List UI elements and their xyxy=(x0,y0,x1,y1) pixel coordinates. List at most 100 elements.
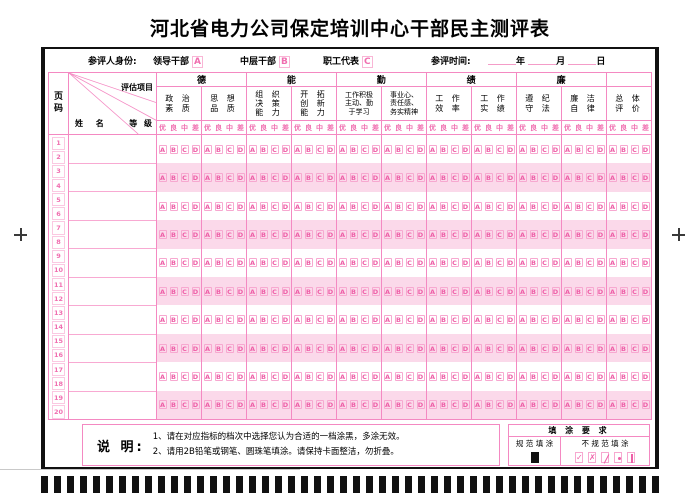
bubble-cell[interactable]: C xyxy=(224,277,235,305)
bubble-cell[interactable]: C xyxy=(449,277,460,305)
identity-option-middle-code[interactable]: B xyxy=(279,56,290,68)
answer-bubble[interactable]: D xyxy=(371,201,380,211)
answer-bubble[interactable]: B xyxy=(169,229,178,239)
bubble-cell[interactable]: C xyxy=(629,163,640,191)
bubble-cell[interactable]: C xyxy=(179,391,190,419)
bubble-cell[interactable]: D xyxy=(370,362,381,390)
bubble-cell[interactable]: C xyxy=(359,192,370,220)
page-code-bubbles[interactable]: 1 2 3 4 5 6 7 8 9 10 11 12 13 14 15 16 17 18 19 20 xyxy=(49,135,68,419)
answer-bubble[interactable]: B xyxy=(529,400,538,410)
answer-bubble[interactable]: B xyxy=(304,173,313,183)
answer-bubble[interactable]: A xyxy=(383,173,392,183)
answer-bubble[interactable]: D xyxy=(551,286,560,296)
bubble-cell[interactable]: B xyxy=(573,277,584,305)
bubble-cell[interactable]: B xyxy=(213,277,224,305)
bubble-cell[interactable]: B xyxy=(303,391,314,419)
bubble-cell[interactable]: A xyxy=(472,135,483,163)
answer-bubble[interactable]: D xyxy=(596,201,605,211)
bubble-cell[interactable]: D xyxy=(325,305,336,333)
bubble-cell[interactable]: B xyxy=(393,192,404,220)
bubble-cell[interactable]: B xyxy=(528,277,539,305)
answer-bubble[interactable]: A xyxy=(293,201,302,211)
bubble-cell[interactable]: C xyxy=(269,163,280,191)
bubble-cell[interactable]: C xyxy=(494,135,505,163)
answer-bubble[interactable]: C xyxy=(180,173,189,183)
bubble-cell[interactable]: C xyxy=(269,192,280,220)
answer-bubble[interactable]: B xyxy=(574,144,583,154)
bubble-cell[interactable]: D xyxy=(505,391,516,419)
answer-bubble[interactable]: D xyxy=(641,173,650,183)
answer-bubble[interactable]: A xyxy=(608,229,617,239)
answer-bubble[interactable]: C xyxy=(540,173,549,183)
identity-option-middle[interactable]: 中层干部 B xyxy=(240,54,290,68)
bubble-cell[interactable]: B xyxy=(258,249,269,277)
answer-bubble[interactable]: C xyxy=(630,229,639,239)
bubble-cell[interactable]: A xyxy=(517,305,528,333)
bubble-cell[interactable]: A xyxy=(157,277,168,305)
answer-bubble[interactable]: D xyxy=(551,201,560,211)
bubble-cell[interactable]: B xyxy=(438,192,449,220)
answer-bubble[interactable]: D xyxy=(641,400,650,410)
bubble-cell[interactable]: D xyxy=(325,362,336,390)
answer-bubble[interactable]: B xyxy=(574,400,583,410)
bubble-cell[interactable]: A xyxy=(562,334,573,362)
answer-bubble[interactable]: D xyxy=(551,371,560,381)
bubble-cell[interactable]: D xyxy=(595,362,606,390)
bubble-cell[interactable]: D xyxy=(190,334,201,362)
bubble-cell[interactable]: A xyxy=(517,192,528,220)
page-code-bubble[interactable]: 17 xyxy=(52,363,65,377)
answer-bubble[interactable]: A xyxy=(518,343,527,353)
bubble-cell[interactable]: A xyxy=(427,334,438,362)
answer-bubble[interactable]: A xyxy=(383,286,392,296)
bubble-cell[interactable]: C xyxy=(449,135,460,163)
page-code-bubble[interactable]: 13 xyxy=(52,306,65,320)
bubble-cell[interactable]: A xyxy=(517,163,528,191)
answer-bubble[interactable]: B xyxy=(529,371,538,381)
bubble-cell[interactable]: B xyxy=(303,192,314,220)
answer-bubble[interactable]: B xyxy=(259,229,268,239)
bubble-cell[interactable]: B xyxy=(528,249,539,277)
answer-bubble[interactable]: B xyxy=(394,201,403,211)
page-code-bubble[interactable]: 18 xyxy=(52,377,65,391)
answer-bubble[interactable]: B xyxy=(214,173,223,183)
bubble-cell[interactable]: C xyxy=(629,305,640,333)
bubble-cell[interactable]: C xyxy=(314,334,325,362)
bubble-cell[interactable]: B xyxy=(483,163,494,191)
answer-bubble[interactable]: D xyxy=(371,286,380,296)
bubble-cell[interactable]: A xyxy=(382,249,393,277)
answer-bubble[interactable]: C xyxy=(630,258,639,268)
answer-bubble[interactable]: B xyxy=(394,258,403,268)
bubble-cell[interactable]: B xyxy=(618,135,629,163)
answer-bubble[interactable]: A xyxy=(203,258,212,268)
answer-bubble[interactable]: B xyxy=(574,371,583,381)
bubble-cell[interactable]: B xyxy=(393,135,404,163)
answer-bubble[interactable]: A xyxy=(428,173,437,183)
answer-bubble[interactable]: D xyxy=(191,229,200,239)
bubble-cell[interactable]: A xyxy=(247,163,258,191)
answer-bubble[interactable]: B xyxy=(304,286,313,296)
bubble-cell[interactable]: C xyxy=(269,362,280,390)
bubble-cell[interactable]: A xyxy=(517,277,528,305)
bubble-cell[interactable]: D xyxy=(235,391,246,419)
answer-bubble[interactable]: D xyxy=(281,343,290,353)
answer-bubble[interactable]: C xyxy=(540,371,549,381)
answer-bubble[interactable]: D xyxy=(191,258,200,268)
answer-bubble[interactable]: C xyxy=(585,173,594,183)
answer-bubble[interactable]: B xyxy=(529,144,538,154)
answer-bubble[interactable]: D xyxy=(506,229,515,239)
bubble-cell[interactable]: B xyxy=(528,305,539,333)
bubble-cell[interactable]: C xyxy=(404,220,415,248)
bubble-cell[interactable]: C xyxy=(449,362,460,390)
answer-bubble[interactable]: C xyxy=(495,173,504,183)
bubble-cell[interactable]: A xyxy=(157,362,168,390)
bubble-cell[interactable]: D xyxy=(280,362,291,390)
bubble-cell[interactable]: D xyxy=(325,391,336,419)
bubble-cell[interactable]: D xyxy=(415,192,426,220)
answer-bubble[interactable]: A xyxy=(383,258,392,268)
answer-bubble[interactable]: A xyxy=(338,371,347,381)
answer-bubble[interactable]: A xyxy=(293,286,302,296)
answer-bubble[interactable]: C xyxy=(630,343,639,353)
answer-bubble[interactable]: A xyxy=(383,201,392,211)
answer-bubble[interactable]: B xyxy=(394,315,403,325)
answer-bubble[interactable]: B xyxy=(304,144,313,154)
